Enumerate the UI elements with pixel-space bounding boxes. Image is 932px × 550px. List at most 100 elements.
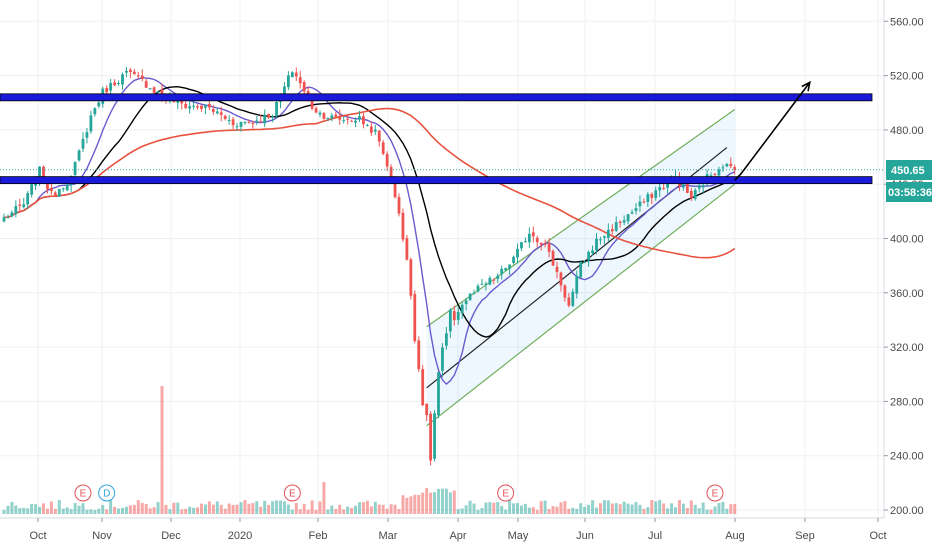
candle-body[interactable] <box>685 183 689 193</box>
candle-body[interactable] <box>733 167 737 170</box>
candle-body[interactable] <box>200 105 203 109</box>
candle-body[interactable] <box>697 185 701 189</box>
candle-body[interactable] <box>401 212 405 240</box>
candle-body[interactable] <box>350 120 353 122</box>
candle-body[interactable] <box>468 293 472 300</box>
candle-body[interactable] <box>535 237 539 243</box>
candle-body[interactable] <box>642 201 646 203</box>
candle-body[interactable] <box>658 187 662 191</box>
candle-body[interactable] <box>255 120 259 122</box>
candle-body[interactable] <box>579 262 583 278</box>
candle-body[interactable] <box>559 272 563 286</box>
candle-body[interactable] <box>603 236 606 238</box>
candle-body[interactable] <box>563 285 567 298</box>
candle-body[interactable] <box>729 163 733 167</box>
candle-body[interactable] <box>500 268 504 275</box>
event-marker[interactable] <box>706 484 724 502</box>
candle-body[interactable] <box>18 204 22 206</box>
candle-body[interactable] <box>539 242 543 245</box>
candle-body[interactable] <box>338 115 342 120</box>
candle-body[interactable] <box>219 112 223 115</box>
candle-body[interactable] <box>358 116 361 120</box>
candle-body[interactable] <box>504 267 508 271</box>
candle-body[interactable] <box>413 294 417 341</box>
event-marker[interactable] <box>98 484 116 502</box>
candle-body[interactable] <box>448 309 452 332</box>
candle-body[interactable] <box>409 259 413 296</box>
candle-body[interactable] <box>610 229 614 232</box>
candle-body[interactable] <box>298 77 302 84</box>
candle-body[interactable] <box>595 238 598 251</box>
candle-body[interactable] <box>508 264 511 269</box>
candle-body[interactable] <box>626 214 630 222</box>
candle-body[interactable] <box>42 166 45 182</box>
candle-body[interactable] <box>6 217 10 219</box>
candle-body[interactable] <box>322 113 326 120</box>
candle-body[interactable] <box>496 275 500 279</box>
candle-body[interactable] <box>26 193 30 205</box>
candle-body[interactable] <box>223 115 227 119</box>
candle-body[interactable] <box>666 181 669 188</box>
candle-body[interactable] <box>53 192 57 196</box>
candle-body[interactable] <box>132 71 136 75</box>
candle-body[interactable] <box>211 109 215 112</box>
candle-body[interactable] <box>156 91 160 93</box>
candle-body[interactable] <box>117 83 120 85</box>
candle-body[interactable] <box>259 121 263 123</box>
candle-body[interactable] <box>326 118 330 120</box>
candle-body[interactable] <box>614 222 618 231</box>
candle-body[interactable] <box>89 115 93 132</box>
candle-body[interactable] <box>701 185 705 188</box>
candle-body[interactable] <box>38 166 41 182</box>
candle-body[interactable] <box>662 187 666 189</box>
candle-body[interactable] <box>275 102 278 117</box>
candle-body[interactable] <box>693 190 697 199</box>
candle-body[interactable] <box>393 179 397 198</box>
resistance-level[interactable] <box>0 93 873 102</box>
candle-body[interactable] <box>235 126 239 128</box>
candle-body[interactable] <box>437 372 440 416</box>
candle-body[interactable] <box>527 233 531 243</box>
candle-body[interactable] <box>472 292 476 294</box>
candle-body[interactable] <box>10 212 14 217</box>
candle-body[interactable] <box>381 142 385 154</box>
candle-body[interactable] <box>144 81 148 88</box>
candle-body[interactable] <box>362 116 365 125</box>
candle-body[interactable] <box>425 403 429 416</box>
moving-average-9[interactable] <box>3 76 736 386</box>
candle-body[interactable] <box>231 119 235 126</box>
candle-body[interactable] <box>346 118 350 120</box>
candle-body[interactable] <box>342 120 346 122</box>
candle-body[interactable] <box>587 251 590 261</box>
event-marker[interactable] <box>497 484 515 502</box>
candle-body[interactable] <box>599 239 602 241</box>
candle-body[interactable] <box>136 75 140 77</box>
candle-body[interactable] <box>524 241 527 243</box>
candle-body[interactable] <box>516 248 519 258</box>
candle-body[interactable] <box>389 167 393 178</box>
candle-body[interactable] <box>575 275 579 294</box>
candle-body[interactable] <box>721 167 725 169</box>
candle-body[interactable] <box>543 243 547 245</box>
candle-body[interactable] <box>290 72 294 78</box>
candle-body[interactable] <box>634 208 638 211</box>
candle-body[interactable] <box>160 89 164 97</box>
candle-body[interactable] <box>22 204 26 208</box>
candle-body[interactable] <box>243 122 247 124</box>
candle-body[interactable] <box>484 283 488 285</box>
candle-body[interactable] <box>263 114 267 124</box>
candle-body[interactable] <box>638 201 642 207</box>
channel-bottom-line[interactable] <box>426 183 736 427</box>
candle-body[interactable] <box>488 277 492 285</box>
candle-body[interactable] <box>547 242 551 252</box>
candle-body[interactable] <box>433 413 436 459</box>
moving-average-80[interactable] <box>3 107 736 259</box>
arrow-line[interactable] <box>734 81 811 181</box>
candle-body[interactable] <box>397 197 401 214</box>
candle-body[interactable] <box>377 130 381 142</box>
candle-body[interactable] <box>81 138 85 149</box>
event-marker[interactable] <box>74 484 92 502</box>
candle-body[interactable] <box>591 250 594 254</box>
